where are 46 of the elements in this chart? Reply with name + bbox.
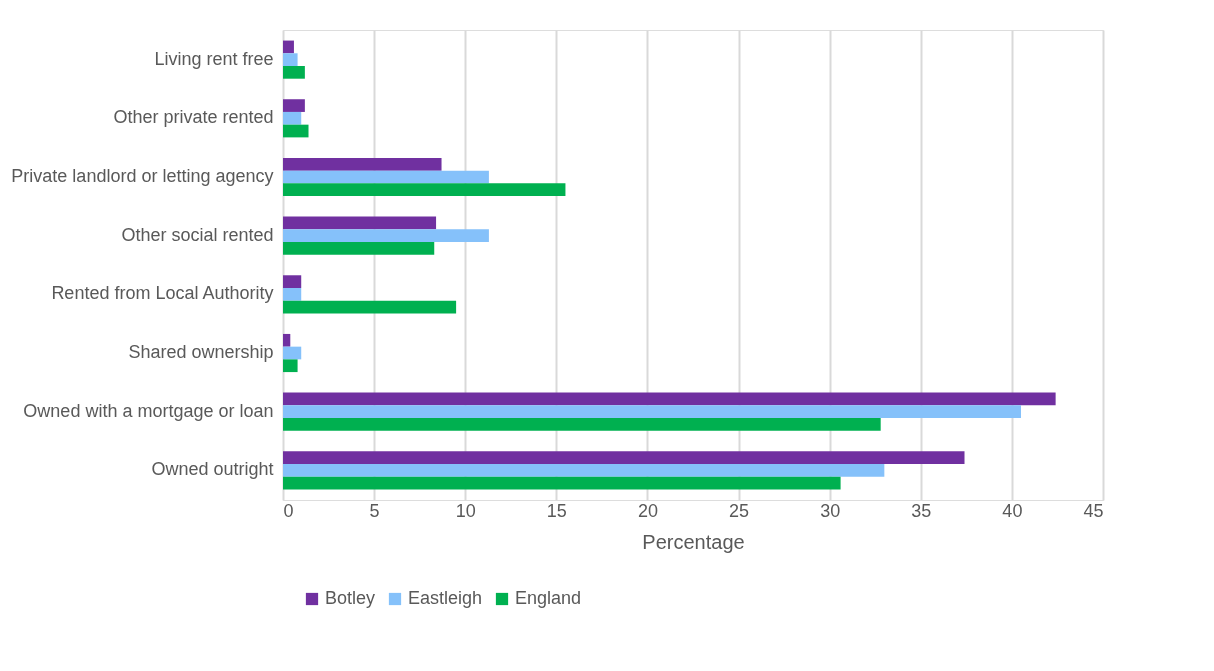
x-tick-label: 0 (283, 500, 294, 521)
x-tick-label: 15 (546, 500, 567, 521)
bar (283, 53, 298, 66)
bar (283, 242, 435, 255)
x-tick-label: 25 (729, 500, 750, 521)
bar (283, 99, 305, 112)
y-tick-label: Shared ownership (128, 342, 274, 363)
bar (283, 40, 294, 54)
x-tick-label: 40 (1002, 500, 1023, 521)
bar (283, 418, 881, 431)
bar (283, 111, 302, 125)
bar (283, 124, 309, 138)
bar (283, 333, 291, 347)
y-tick-label: Owned outright (151, 459, 274, 480)
y-tick-label: Living rent free (154, 48, 274, 69)
bar (283, 157, 442, 171)
x-tick-label: 5 (369, 500, 380, 521)
bar (283, 275, 302, 288)
bar (283, 392, 1056, 406)
x-tick-label: 10 (455, 500, 476, 521)
bar (283, 229, 489, 243)
x-tick-label: 30 (820, 500, 841, 521)
y-tick-label: Owned with a mortgage or loan (23, 400, 274, 421)
x-tick-label: 35 (911, 500, 932, 521)
x-tick-label: 20 (637, 500, 658, 521)
bar (283, 183, 566, 197)
y-tick-label: Other social rented (121, 224, 274, 245)
legend-label: England (515, 588, 582, 608)
bar (283, 346, 302, 360)
bar (283, 464, 885, 477)
y-tick-label: Rented from Local Authority (51, 283, 274, 304)
bar (283, 300, 457, 314)
bar (283, 65, 305, 79)
bar (283, 287, 302, 301)
y-tick-label: Other private rented (113, 107, 274, 128)
bar (283, 476, 841, 490)
x-tick-label: 45 (1083, 500, 1104, 521)
x-axis-title: Percentage (642, 530, 745, 553)
bar (283, 359, 298, 373)
legend-label: Botley (325, 588, 376, 608)
y-tick-label: Private landlord or letting agency (11, 165, 274, 186)
bar (283, 216, 437, 230)
bar (283, 170, 489, 184)
legend-label: Eastleigh (408, 588, 483, 608)
bar (283, 451, 965, 465)
bar (283, 405, 1021, 419)
